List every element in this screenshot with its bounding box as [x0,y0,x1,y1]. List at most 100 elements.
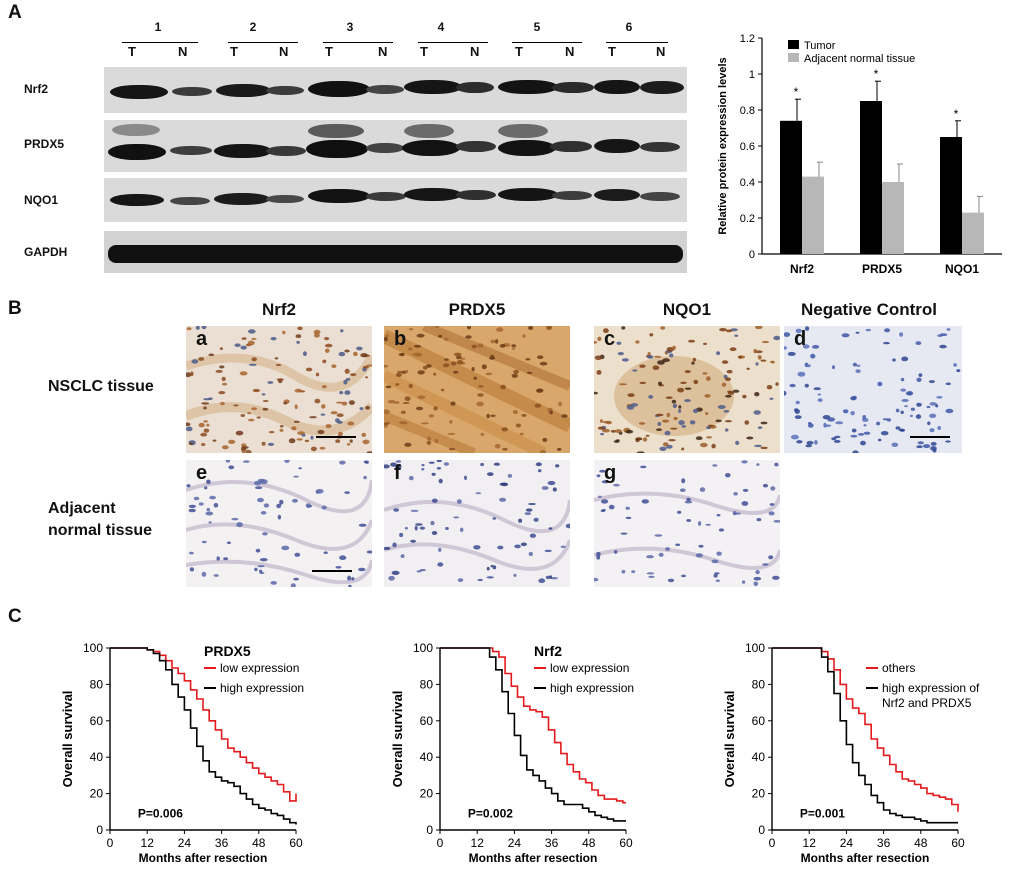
y-tick-label: 40 [90,750,104,764]
micrograph-texture [186,460,372,587]
nucleus [640,465,647,469]
nucleus [322,359,327,364]
nucleus [753,348,757,354]
nucleus [362,365,369,369]
nucleus [345,378,351,381]
nucleus [672,403,677,409]
y-tick-label: 100 [745,641,765,655]
nucleus [895,426,901,430]
nucleus [790,434,799,440]
lane-underline [122,42,198,43]
nucleus [279,428,284,432]
nucleus [189,567,195,572]
nucleus [233,404,239,407]
nucleus [754,444,762,448]
nucleus [535,462,542,467]
p-value: P=0.002 [468,806,513,820]
nucleus [895,408,900,413]
nucleus [544,549,552,553]
p-value: P=0.006 [138,806,183,820]
nucleus [262,407,269,411]
y-axis-label: Overall survival [390,691,405,788]
x-axis-label: Months after resection [469,851,598,865]
normal-label: N [178,44,188,59]
nucleus [831,437,837,441]
nucleus [413,344,422,348]
nucleus [235,430,244,436]
nucleus [336,420,343,424]
nucleus [314,398,321,404]
nucleus [442,363,450,368]
nucleus [666,347,674,352]
nucleus [339,555,347,560]
nucleus [918,373,923,377]
x-tick-label: 36 [215,836,229,850]
nucleus [243,460,250,463]
nucleus [325,348,330,353]
nucleus [613,483,620,487]
nucleus [678,420,685,426]
y-tick-label: 100 [83,641,103,655]
nucleus [656,428,662,431]
nucleus [457,578,464,582]
nucleus [534,403,542,408]
nucleus [817,393,822,396]
nucleus [348,584,352,587]
x-tick-label: 24 [178,836,192,850]
nucleus [928,380,935,384]
nucleus [247,340,255,346]
nucleus [201,443,206,446]
nucleus [596,474,601,478]
nucleus [565,523,570,529]
survival-curve-combined: 0 20 40 60 80 100 0 12 24 36 48 60 Months after rese… [722,641,980,865]
nucleus [684,370,691,374]
nucleus [443,462,450,466]
nucleus [208,521,212,524]
survival-line [772,647,958,824]
nucleus [188,504,196,508]
nucleus [657,360,665,365]
legend-label: low expression [550,661,629,675]
nucleus [807,364,811,368]
survival-line [772,647,959,812]
nucleus [296,340,300,344]
nucleus [594,341,598,344]
nucleus [597,426,605,430]
nucleus [336,413,344,417]
x-tick-label: 36 [877,836,891,850]
nucleus [240,345,247,350]
nucleus [201,540,207,544]
nucleus [524,512,532,516]
nucleus [702,372,708,375]
nucleus [725,329,733,333]
y-tick-label: 60 [420,714,434,728]
nucleus [542,437,548,442]
nucleus [321,505,327,510]
scale-bar [910,436,950,438]
nucleus [390,462,397,467]
nucleus [835,421,844,425]
nucleus [350,373,357,377]
nucleus [365,376,369,379]
lane-number: 2 [249,20,257,34]
nucleus [774,462,779,467]
legend-label: high expression [550,681,634,695]
nucleus [480,462,484,467]
nucleus [741,580,746,584]
nucleus [756,463,760,466]
nucleus [812,345,820,349]
nucleus [426,440,432,445]
nucleus [625,516,632,520]
nucleus [755,326,763,330]
nucleus [760,421,768,425]
nucleus [431,472,436,476]
nucleus [513,573,517,577]
nucleus [705,412,709,415]
panel-letter-a: A [8,2,22,23]
nucleus [347,421,355,426]
nucleus [660,326,666,330]
nucleus [344,491,350,494]
nucleus [796,440,803,444]
nucleus [293,577,299,581]
nucleus [614,429,622,433]
